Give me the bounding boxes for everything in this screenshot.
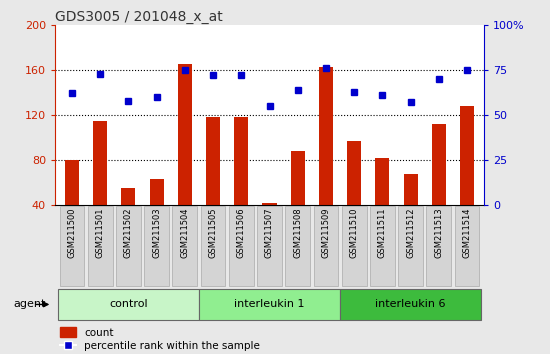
Text: GSM211500: GSM211500: [68, 208, 76, 258]
Text: agent: agent: [14, 299, 46, 309]
Text: GSM211511: GSM211511: [378, 208, 387, 258]
FancyBboxPatch shape: [59, 206, 84, 286]
Bar: [404, 174, 417, 205]
Text: GSM211507: GSM211507: [265, 208, 274, 258]
Text: GDS3005 / 201048_x_at: GDS3005 / 201048_x_at: [55, 10, 223, 24]
Bar: [262, 203, 277, 205]
Bar: [290, 151, 305, 205]
Bar: [319, 67, 333, 205]
FancyBboxPatch shape: [201, 206, 226, 286]
Text: interleukin 6: interleukin 6: [375, 299, 446, 309]
Bar: [375, 158, 389, 205]
FancyBboxPatch shape: [172, 206, 197, 286]
Text: control: control: [109, 299, 148, 309]
Bar: [178, 64, 192, 205]
FancyBboxPatch shape: [398, 206, 423, 286]
FancyBboxPatch shape: [257, 206, 282, 286]
Text: GSM211509: GSM211509: [321, 208, 331, 258]
Bar: [432, 124, 446, 205]
FancyBboxPatch shape: [199, 289, 340, 320]
Text: GSM211503: GSM211503: [152, 208, 161, 258]
FancyBboxPatch shape: [426, 206, 451, 286]
Bar: [347, 141, 361, 205]
FancyBboxPatch shape: [342, 206, 367, 286]
Text: GSM211504: GSM211504: [180, 208, 189, 258]
Text: GSM211501: GSM211501: [96, 208, 104, 258]
Bar: [65, 160, 79, 205]
FancyBboxPatch shape: [116, 206, 141, 286]
FancyBboxPatch shape: [88, 206, 113, 286]
Text: GSM211502: GSM211502: [124, 208, 133, 258]
Bar: [460, 106, 474, 205]
FancyBboxPatch shape: [58, 289, 199, 320]
Bar: [150, 179, 164, 205]
FancyBboxPatch shape: [144, 206, 169, 286]
Bar: [234, 117, 249, 205]
FancyBboxPatch shape: [370, 206, 395, 286]
Bar: [206, 117, 220, 205]
FancyBboxPatch shape: [314, 206, 338, 286]
FancyBboxPatch shape: [340, 289, 481, 320]
FancyBboxPatch shape: [285, 206, 310, 286]
Legend: count, percentile rank within the sample: count, percentile rank within the sample: [60, 327, 260, 351]
Text: GSM211506: GSM211506: [237, 208, 246, 258]
Text: GSM211512: GSM211512: [406, 208, 415, 258]
Text: GSM211505: GSM211505: [208, 208, 218, 258]
Bar: [93, 121, 107, 205]
Bar: [122, 188, 135, 205]
Text: GSM211513: GSM211513: [434, 208, 443, 258]
FancyBboxPatch shape: [229, 206, 254, 286]
Text: GSM211514: GSM211514: [463, 208, 471, 258]
Text: interleukin 1: interleukin 1: [234, 299, 305, 309]
Text: GSM211510: GSM211510: [350, 208, 359, 258]
FancyBboxPatch shape: [455, 206, 480, 286]
Text: GSM211508: GSM211508: [293, 208, 302, 258]
